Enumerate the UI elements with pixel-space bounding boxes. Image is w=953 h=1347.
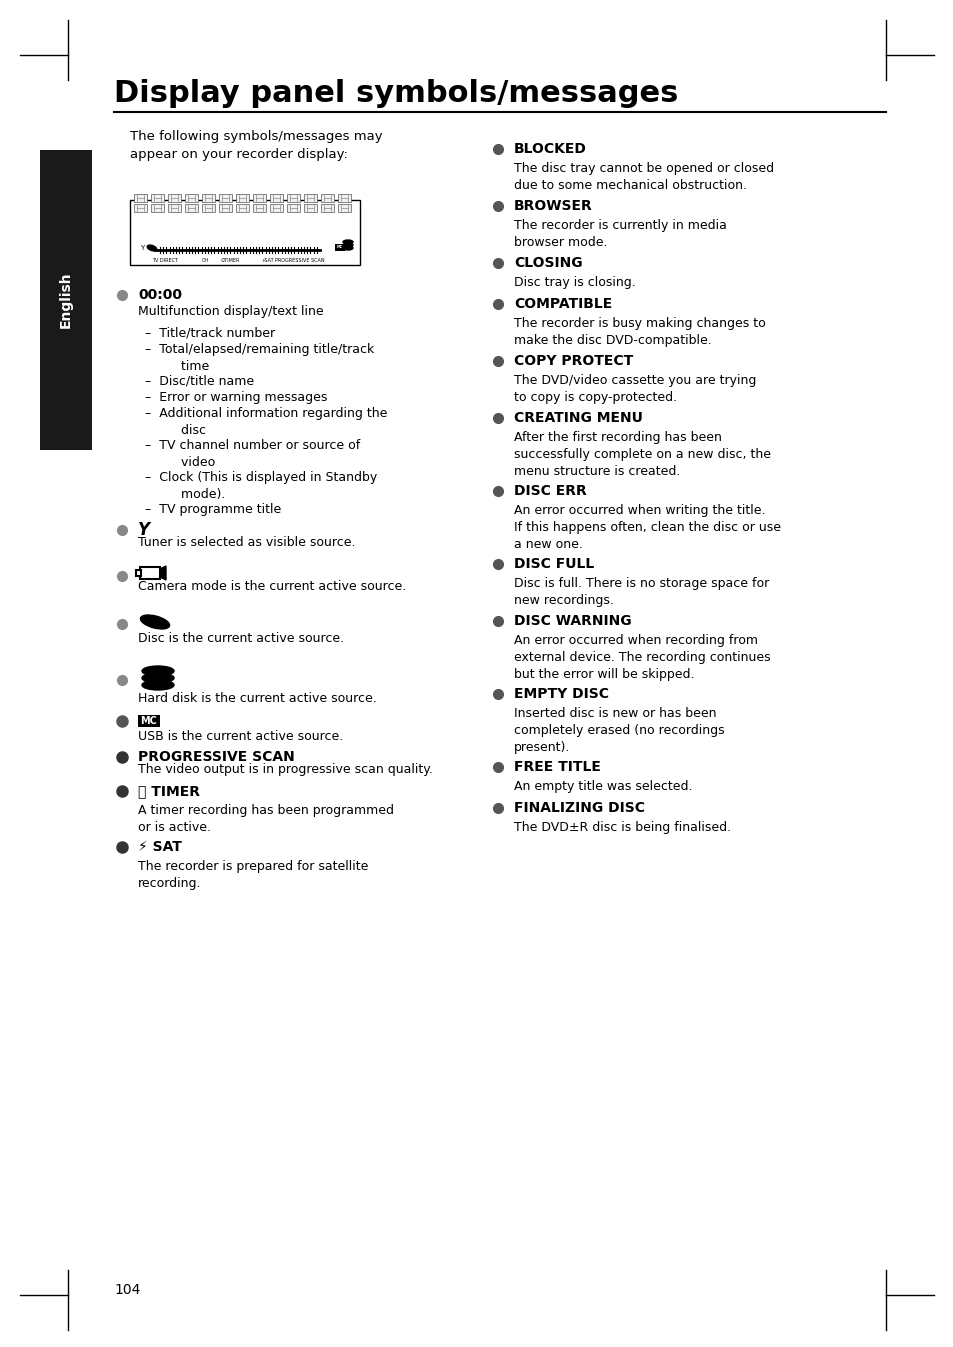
- Text: DISC ERR: DISC ERR: [514, 484, 586, 498]
- Text: 00:00: 00:00: [138, 288, 182, 302]
- Text: DISC FULL: DISC FULL: [514, 558, 594, 571]
- Bar: [151, 194, 164, 202]
- Text: PROGRESSIVE SCAN: PROGRESSIVE SCAN: [138, 750, 294, 764]
- Ellipse shape: [147, 245, 156, 251]
- Text: ⊙TIMER: ⊙TIMER: [220, 259, 239, 263]
- Text: Camera mode is the current active source.: Camera mode is the current active source…: [138, 579, 406, 593]
- Text: English: English: [59, 272, 73, 329]
- Bar: [337, 194, 351, 202]
- Text: –  Additional information regarding the
         disc: – Additional information regarding the d…: [145, 407, 387, 436]
- Bar: [320, 203, 334, 211]
- Text: BROWSER: BROWSER: [514, 199, 592, 213]
- Bar: [287, 194, 299, 202]
- Bar: [136, 570, 141, 577]
- Text: Disc is the current active source.: Disc is the current active source.: [138, 632, 344, 644]
- Text: ⚡SAT: ⚡SAT: [261, 259, 274, 263]
- Text: FREE TITLE: FREE TITLE: [514, 760, 600, 775]
- Ellipse shape: [343, 242, 353, 247]
- Text: PROGRESSIVE SCAN: PROGRESSIVE SCAN: [274, 259, 324, 263]
- Text: CLOSING: CLOSING: [514, 256, 582, 269]
- Text: TV DIRECT: TV DIRECT: [152, 259, 178, 263]
- Text: The recorder is busy making changes to
make the disc DVD-compatible.: The recorder is busy making changes to m…: [514, 317, 765, 348]
- Text: CREATING MENU: CREATING MENU: [514, 411, 642, 426]
- Text: The video output is in progressive scan quality.: The video output is in progressive scan …: [138, 764, 433, 776]
- Text: An error occurred when writing the title.
If this happens often, clean the disc : An error occurred when writing the title…: [514, 504, 781, 551]
- Text: The DVD±R disc is being finalised.: The DVD±R disc is being finalised.: [514, 822, 730, 834]
- Text: EMPTY DISC: EMPTY DISC: [514, 687, 608, 700]
- Text: COPY PROTECT: COPY PROTECT: [514, 354, 633, 368]
- Text: COMPATIBLE: COMPATIBLE: [514, 296, 612, 311]
- Bar: [337, 203, 351, 211]
- Text: The following symbols/messages may
appear on your recorder display:: The following symbols/messages may appea…: [130, 131, 382, 162]
- Bar: [270, 194, 283, 202]
- Text: The DVD/video cassette you are trying
to copy is copy-protected.: The DVD/video cassette you are trying to…: [514, 374, 756, 404]
- Text: BLOCKED: BLOCKED: [514, 141, 586, 156]
- Bar: [335, 244, 345, 251]
- Bar: [185, 194, 198, 202]
- Ellipse shape: [142, 680, 173, 690]
- Ellipse shape: [142, 665, 173, 676]
- Bar: [151, 203, 164, 211]
- Text: CH: CH: [201, 259, 209, 263]
- Text: –  Clock (This is displayed in Standby
         mode).: – Clock (This is displayed in Standby mo…: [145, 471, 376, 501]
- Text: An empty title was selected.: An empty title was selected.: [514, 780, 692, 793]
- Text: The recorder is currently in media
browser mode.: The recorder is currently in media brows…: [514, 220, 726, 249]
- Text: –  Total/elapsed/remaining title/track
         time: – Total/elapsed/remaining title/track ti…: [145, 343, 374, 373]
- Polygon shape: [160, 566, 166, 581]
- Ellipse shape: [343, 247, 353, 251]
- Text: FINALIZING DISC: FINALIZING DISC: [514, 801, 644, 815]
- Text: Disc tray is closing.: Disc tray is closing.: [514, 276, 635, 290]
- Text: –  Error or warning messages: – Error or warning messages: [145, 391, 327, 404]
- Text: MC: MC: [140, 717, 157, 726]
- Bar: [133, 194, 147, 202]
- Text: After the first recording has been
successfully complete on a new disc, the
menu: After the first recording has been succe…: [514, 431, 770, 478]
- Text: Disc is full. There is no storage space for
new recordings.: Disc is full. There is no storage space …: [514, 577, 768, 607]
- Bar: [138, 715, 160, 727]
- Ellipse shape: [142, 674, 173, 683]
- Bar: [202, 194, 214, 202]
- Ellipse shape: [343, 240, 353, 244]
- Bar: [219, 194, 232, 202]
- Text: The disc tray cannot be opened or closed
due to some mechanical obstruction.: The disc tray cannot be opened or closed…: [514, 162, 773, 193]
- Text: –  Disc/title name: – Disc/title name: [145, 374, 253, 388]
- Text: Hard disk is the current active source.: Hard disk is the current active source.: [138, 691, 376, 704]
- Bar: [130, 199, 359, 265]
- Text: –  TV programme title: – TV programme title: [145, 502, 281, 516]
- Bar: [253, 203, 266, 211]
- Bar: [219, 203, 232, 211]
- Text: Inserted disc is new or has been
completely erased (no recordings
present).: Inserted disc is new or has been complet…: [514, 707, 724, 754]
- Text: –  Title/track number: – Title/track number: [145, 327, 274, 339]
- Text: USB is the current active source.: USB is the current active source.: [138, 730, 343, 742]
- Bar: [235, 203, 249, 211]
- Text: Y: Y: [140, 245, 144, 251]
- Text: Y: Y: [138, 521, 150, 539]
- Bar: [185, 203, 198, 211]
- Bar: [133, 203, 147, 211]
- Bar: [168, 203, 181, 211]
- Bar: [270, 203, 283, 211]
- Bar: [320, 194, 334, 202]
- Text: ⚡ SAT: ⚡ SAT: [138, 841, 182, 854]
- Bar: [140, 567, 160, 579]
- Text: The recorder is prepared for satellite
recording.: The recorder is prepared for satellite r…: [138, 859, 368, 890]
- Bar: [304, 203, 316, 211]
- Bar: [168, 194, 181, 202]
- Text: Display panel symbols/messages: Display panel symbols/messages: [113, 79, 678, 108]
- Text: –  TV channel number or source of
         video: – TV channel number or source of video: [145, 439, 360, 469]
- Text: ⧖ TIMER: ⧖ TIMER: [138, 784, 200, 797]
- Ellipse shape: [140, 616, 170, 629]
- Bar: [287, 203, 299, 211]
- Text: MC: MC: [336, 245, 343, 249]
- Text: Tuner is selected as visible source.: Tuner is selected as visible source.: [138, 536, 355, 550]
- Text: An error occurred when recording from
external device. The recording continues
b: An error occurred when recording from ex…: [514, 634, 770, 682]
- FancyBboxPatch shape: [40, 150, 91, 450]
- Bar: [304, 194, 316, 202]
- Text: Multifunction display/text line: Multifunction display/text line: [138, 304, 323, 318]
- Text: 104: 104: [113, 1282, 140, 1297]
- Text: A timer recording has been programmed
or is active.: A timer recording has been programmed or…: [138, 804, 394, 834]
- Bar: [235, 194, 249, 202]
- Bar: [253, 194, 266, 202]
- Bar: [202, 203, 214, 211]
- Text: DISC WARNING: DISC WARNING: [514, 614, 631, 628]
